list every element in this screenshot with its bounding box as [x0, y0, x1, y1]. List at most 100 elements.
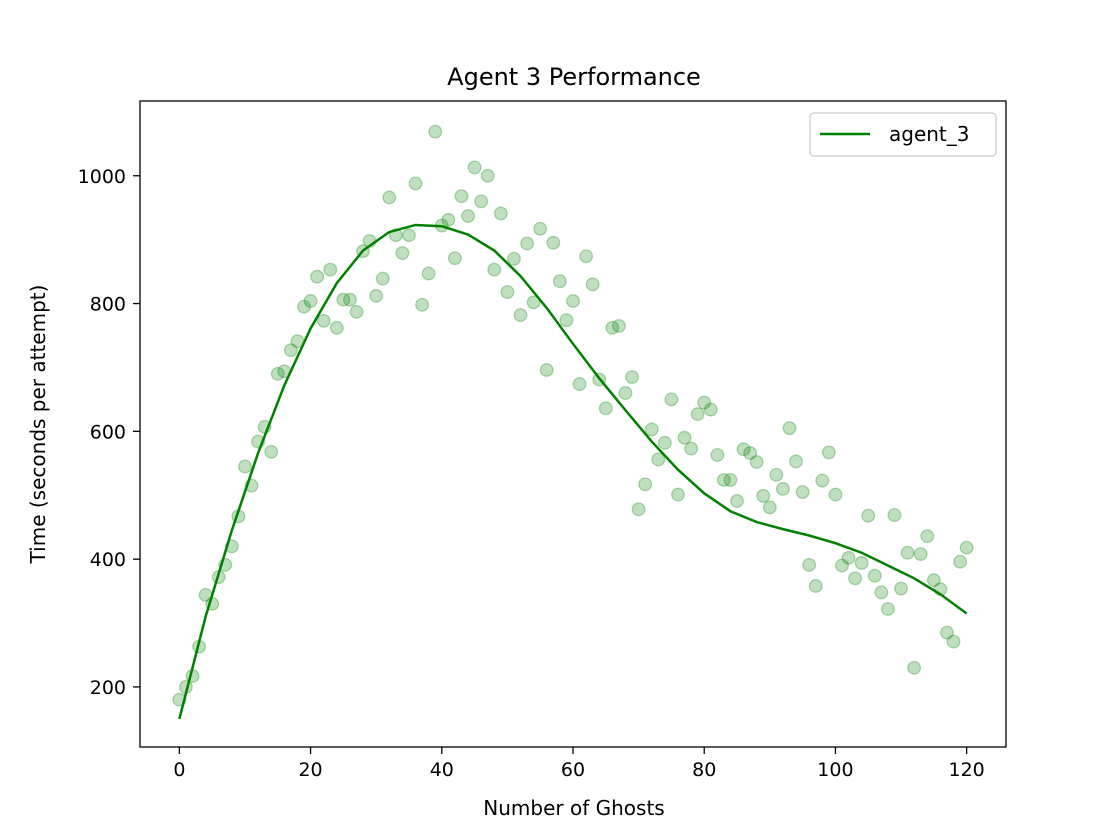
scatter-point	[736, 442, 751, 457]
scatter-point	[421, 266, 436, 281]
scatter-point	[428, 124, 443, 139]
scatter-point	[631, 502, 646, 517]
scatter-point	[342, 292, 357, 307]
scatter-point	[769, 467, 784, 482]
scatter-point	[775, 481, 790, 496]
scatter-point	[795, 485, 810, 500]
scatter-point	[940, 625, 954, 640]
scatter-point	[447, 251, 462, 266]
scatter-point	[782, 421, 797, 436]
scatter-point	[375, 271, 390, 286]
scatter-point	[802, 557, 817, 572]
scatter-point	[618, 386, 633, 400]
scatter-point	[238, 459, 252, 474]
scatter-point	[474, 194, 489, 209]
legend-label-agent-3: agent_3	[889, 122, 970, 146]
scatter-point	[546, 235, 561, 250]
scatter-point	[920, 529, 935, 544]
scatter-point	[493, 206, 508, 221]
scatter-point	[552, 274, 567, 289]
scatter-point	[500, 285, 515, 300]
y-axis-label: Time (seconds per attempt)	[26, 285, 50, 565]
x-tick-label: 100	[817, 759, 853, 781]
scatter-point	[454, 189, 469, 204]
scatter-point	[467, 160, 482, 175]
scatter-point	[789, 454, 804, 469]
scatter-point	[880, 602, 895, 616]
scatter-point	[415, 297, 430, 312]
scatter-point	[749, 455, 764, 469]
scatter-point	[598, 401, 613, 416]
scatter-point	[756, 488, 771, 503]
scatter-point	[907, 660, 922, 675]
x-tick-label: 120	[949, 759, 985, 781]
scatter-point	[310, 269, 325, 284]
scatter-point	[336, 292, 351, 307]
scatter-point	[316, 313, 331, 328]
scatter-point	[743, 446, 758, 461]
scatter-point	[579, 249, 594, 264]
scatter-point	[559, 313, 574, 328]
x-tick-label: 20	[298, 759, 322, 781]
scatter-point	[513, 308, 528, 323]
y-tick-label: 1000	[78, 166, 126, 188]
scatter-point	[644, 422, 659, 437]
scatter-point	[349, 304, 364, 319]
scatter-point	[283, 343, 298, 358]
scatter-point	[677, 430, 692, 445]
scatter-point	[638, 477, 653, 492]
series-line-agent-3	[178, 223, 968, 720]
scatter-point	[657, 435, 672, 450]
scatter-point	[854, 556, 869, 570]
scatter-point	[716, 472, 731, 487]
y-tick-label: 200	[90, 677, 126, 699]
scatter-point	[303, 294, 318, 308]
scatter-point	[402, 228, 416, 243]
scatter-point	[297, 299, 311, 314]
scatter-point	[690, 407, 705, 422]
scatter-point	[841, 550, 856, 565]
scatter-point	[323, 262, 338, 277]
x-tick-label: 80	[692, 759, 716, 781]
scatter-point	[533, 221, 548, 236]
scatter-point	[874, 585, 889, 600]
x-tick-label: 60	[561, 759, 585, 781]
x-tick-label: 40	[430, 759, 454, 781]
scatter-point	[585, 277, 600, 292]
y-tick-label: 600	[90, 421, 126, 443]
scatter-point	[887, 508, 902, 523]
chart-title: Agent 3 Performance	[447, 63, 701, 91]
x-axis-label: Number of Ghosts	[483, 796, 664, 820]
scatter-point	[867, 568, 882, 583]
scatter-point	[828, 487, 843, 502]
legend-box	[809, 112, 997, 157]
scatter-point	[625, 370, 639, 384]
scatter-point	[611, 318, 626, 333]
scatter-point	[664, 392, 679, 407]
scatter-point	[408, 176, 423, 191]
scatter-point	[651, 452, 666, 467]
scatter-point	[507, 251, 521, 266]
scatter-point	[526, 295, 541, 310]
scatter-point	[848, 571, 863, 586]
scatter-point	[572, 377, 587, 392]
x-tick-label: 0	[173, 759, 185, 781]
plot-area	[172, 124, 974, 720]
scatter-point	[926, 573, 941, 588]
scatter-point	[894, 581, 908, 596]
legend: agent_3	[809, 112, 997, 157]
x-axis-ticks: 0 20 40 60 80 100 120	[173, 747, 985, 781]
scatter-point	[520, 236, 535, 251]
y-axis-ticks: 200 400 600 800 1000	[78, 166, 140, 699]
scatter-point	[329, 320, 344, 335]
scatter-point	[441, 212, 456, 227]
scatter-point	[480, 168, 495, 183]
scatter-point	[808, 579, 823, 593]
scatter-point	[566, 294, 580, 308]
scatter-point	[264, 444, 279, 459]
scatter-point	[395, 246, 410, 261]
y-tick-label: 400	[90, 549, 126, 571]
scatter-point	[539, 363, 554, 377]
scatter-point	[684, 441, 699, 456]
